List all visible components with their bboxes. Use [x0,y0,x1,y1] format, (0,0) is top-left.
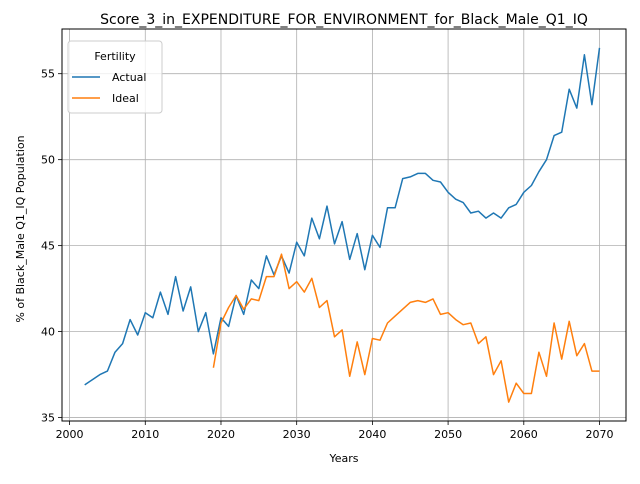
y-tick-label: 35 [41,412,55,425]
legend-label-ideal: Ideal [112,92,139,105]
y-tick-label: 45 [41,240,55,253]
series-line-ideal [212,253,600,403]
legend: Fertility Actual Ideal [67,40,163,114]
x-tick-label: 2010 [131,428,159,441]
x-tick-label: 2040 [358,428,386,441]
y-tick-label: 40 [41,326,55,339]
x-tick-label: 2060 [510,428,538,441]
legend-title: Fertility [94,50,136,63]
x-tick-label: 2030 [283,428,311,441]
x-tick-label: 2020 [207,428,235,441]
x-tick-label: 2050 [434,428,462,441]
legend-box [67,40,163,114]
y-tick-label: 50 [41,154,55,167]
x-tick-label: 2070 [586,428,614,441]
series-line-actual [84,47,601,386]
axis-ticks: 2000 2010 2020 2030 2040 2050 2060 2070 35 40 45 50… [41,68,614,441]
x-axis-label: Years [328,452,358,465]
legend-label-actual: Actual [112,71,146,84]
plot-frame [61,28,627,422]
y-tick-label: 55 [41,68,55,81]
y-axis-label: % of Black_Male Q1_IQ Population [14,135,27,322]
x-tick-label: 2000 [56,428,84,441]
chart-title: Score_3_in_EXPENDITURE_FOR_ENVIRONMENT_f… [100,12,588,28]
grid-lines [62,29,626,421]
series-lines [84,47,601,403]
